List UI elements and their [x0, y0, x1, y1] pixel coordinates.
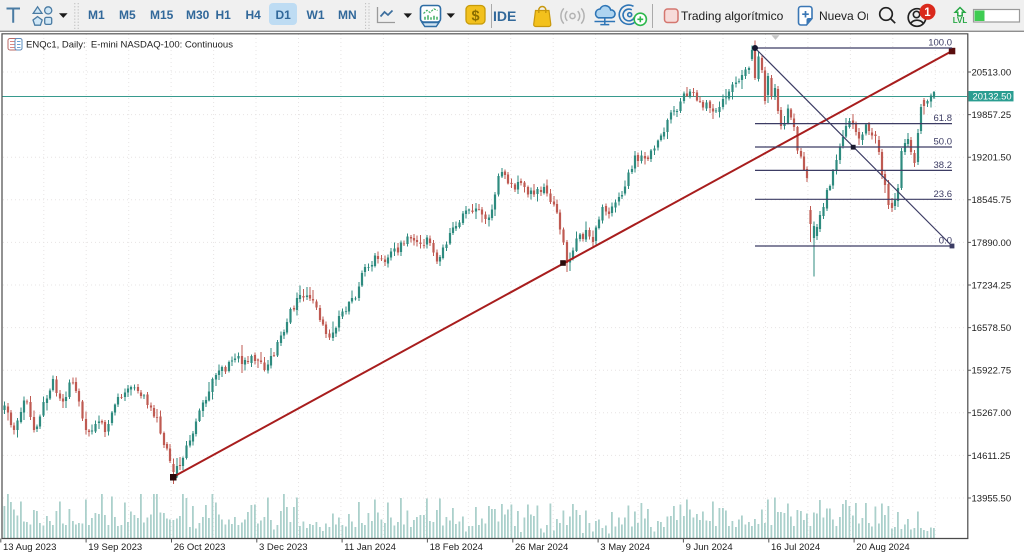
svg-text:ENQc1, Daily: E-mini NASDAQ-1: ENQc1, Daily: E-mini NASDAQ-100: Continu… [26, 40, 233, 51]
svg-text:26 Oct 2023: 26 Oct 2023 [174, 542, 226, 553]
svg-text:18 Feb 2024: 18 Feb 2024 [430, 542, 483, 553]
svg-text:18545.75: 18545.75 [972, 195, 1012, 206]
svg-text:20132.50: 20132.50 [973, 90, 1012, 101]
svg-text:20 Aug 2024: 20 Aug 2024 [856, 542, 909, 553]
svg-text:50.0: 50.0 [934, 137, 953, 148]
svg-text:19857.25: 19857.25 [972, 110, 1012, 121]
svg-text:9 Jun 2024: 9 Jun 2024 [686, 542, 733, 553]
svg-text:19 Sep 2023: 19 Sep 2023 [88, 542, 142, 553]
svg-text:13955.50: 13955.50 [972, 493, 1012, 504]
svg-text:17234.25: 17234.25 [972, 280, 1012, 291]
svg-text:16 Jul 2024: 16 Jul 2024 [771, 542, 820, 553]
svg-text:100.0: 100.0 [928, 38, 952, 49]
svg-text:3 Dec 2023: 3 Dec 2023 [259, 542, 308, 553]
svg-text:$: $ [471, 9, 479, 25]
svg-text:23.6: 23.6 [934, 189, 953, 200]
svg-text:20513.00: 20513.00 [972, 67, 1012, 78]
svg-text:14611.25: 14611.25 [972, 451, 1011, 462]
svg-text:3 May 2024: 3 May 2024 [600, 542, 650, 553]
svg-text:19201.50: 19201.50 [972, 153, 1012, 164]
svg-text:16578.50: 16578.50 [972, 323, 1012, 334]
svg-text:LVL: LVL [953, 16, 968, 25]
svg-text:15922.75: 15922.75 [972, 366, 1012, 377]
svg-text:15267.00: 15267.00 [972, 408, 1012, 419]
svg-text:26 Mar 2024: 26 Mar 2024 [515, 542, 568, 553]
svg-text:0.0: 0.0 [939, 236, 952, 247]
svg-text:IDE: IDE [493, 8, 516, 24]
svg-text:1: 1 [924, 7, 931, 19]
svg-text:38.2: 38.2 [934, 160, 953, 171]
svg-text:61.8: 61.8 [934, 113, 953, 124]
svg-text:13 Aug 2023: 13 Aug 2023 [3, 542, 56, 553]
svg-text:17890.00: 17890.00 [972, 238, 1012, 249]
svg-text:11 Jan 2024: 11 Jan 2024 [344, 542, 396, 553]
